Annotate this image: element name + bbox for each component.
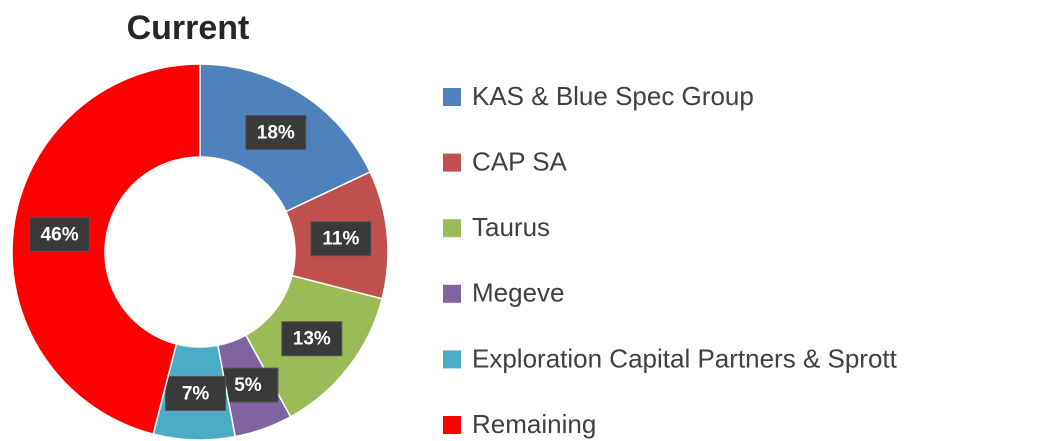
label-box [29, 216, 91, 252]
donut-slice [11, 63, 201, 436]
data-label: 18% [257, 123, 295, 144]
legend-label: Taurus [472, 212, 550, 242]
legend-label: Remaining [472, 409, 596, 439]
legend-swatch [443, 219, 461, 238]
legend-label: CAP SA [472, 146, 568, 176]
data-label: 5% [234, 375, 262, 396]
legend-label: KAS & Blue Spec Group [472, 81, 754, 111]
data-label: 46% [41, 224, 79, 245]
data-label: 11% [322, 229, 359, 250]
data-label: 13% [293, 329, 331, 350]
label-box [310, 221, 372, 257]
legend-swatch [443, 153, 461, 172]
label-box [165, 375, 227, 411]
legend-swatch [443, 88, 461, 106]
legend-label: Exploration Capital Partners & Sprott [472, 343, 898, 373]
data-label: 7% [182, 383, 210, 404]
label-box [245, 115, 307, 151]
label-box [281, 321, 343, 357]
legend-swatch [443, 284, 461, 303]
legend-label: Megeve [472, 278, 565, 308]
legend-swatch [443, 350, 461, 369]
chart-title: Current [127, 9, 250, 47]
legend-swatch [443, 416, 461, 434]
